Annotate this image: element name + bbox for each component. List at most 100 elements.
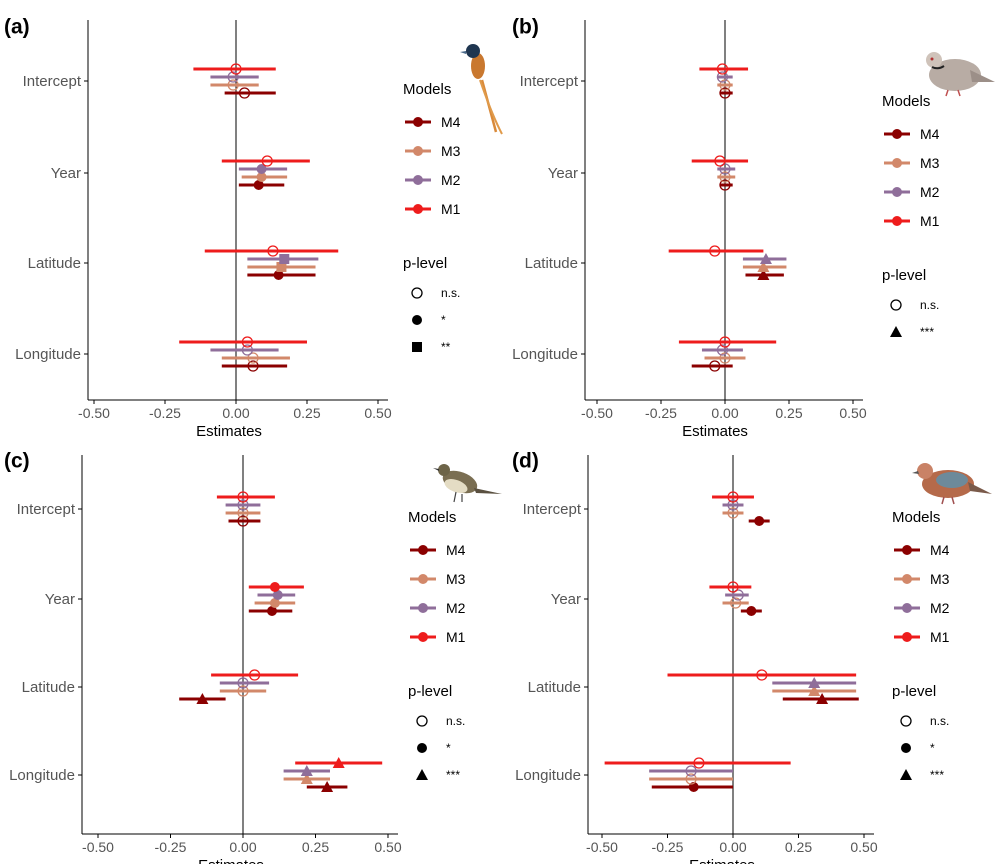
x-tick-label: 0.25	[775, 405, 802, 421]
estimate-point	[714, 155, 726, 167]
x-tick-label: 0.00	[229, 839, 256, 855]
estimate-point	[321, 781, 334, 792]
legend-plevel-label: **	[441, 340, 451, 354]
legend-model-label: M1	[920, 213, 940, 229]
legend-plevel-title: p-level	[403, 255, 447, 272]
legend-plevel-key	[900, 715, 912, 727]
estimate-point	[261, 155, 273, 167]
bird-tail	[474, 488, 502, 494]
bird-head	[438, 464, 450, 476]
x-tick-label: -0.50	[82, 839, 114, 855]
bird-head	[466, 44, 480, 58]
x-tick-label: 0.25	[785, 839, 812, 855]
series-M1	[179, 63, 339, 348]
estimate-point	[756, 669, 768, 681]
bird-head	[926, 52, 942, 68]
legend-key-point	[413, 117, 423, 127]
estimate-point	[727, 491, 739, 503]
estimate-point	[267, 245, 279, 257]
y-tick-label: Longitude	[15, 346, 81, 363]
x-tick-label: -0.25	[149, 405, 181, 421]
estimate-point	[230, 63, 242, 75]
bird-illustration	[926, 52, 995, 97]
bird-beak	[460, 51, 466, 54]
estimate-point	[237, 677, 249, 689]
estimate-point	[719, 352, 731, 364]
x-axis-label: Estimates	[689, 857, 755, 864]
estimate-point	[808, 677, 821, 688]
legend-models-title: Models	[882, 93, 930, 110]
estimate-point	[709, 360, 721, 372]
bird-legs	[941, 496, 955, 505]
legend-key-point	[418, 545, 428, 555]
estimate-point	[269, 582, 280, 592]
y-tick-label: Intercept	[23, 73, 82, 90]
legend-plevel-label: ***	[446, 768, 460, 782]
x-tick-label: 0.50	[850, 839, 877, 855]
bird-tail	[479, 79, 503, 135]
estimate-point	[732, 589, 744, 601]
estimate-point	[727, 507, 739, 519]
x-tick-label: 0.00	[719, 839, 746, 855]
legend-plevel-title: p-level	[892, 683, 936, 700]
legend-plevel-label: ***	[930, 768, 944, 782]
estimate-point	[269, 598, 280, 608]
series-M1	[211, 491, 383, 768]
x-tick-label: 0.50	[364, 405, 391, 421]
y-tick-label: Year	[45, 591, 75, 608]
estimate-point	[300, 773, 313, 784]
estimate-point	[238, 87, 251, 99]
legend-model-label: M2	[930, 600, 950, 616]
bird-wing	[936, 472, 968, 488]
estimate-point	[267, 606, 277, 616]
estimate-point	[237, 499, 249, 511]
estimate-point	[727, 499, 739, 511]
panel-label: (d)	[512, 450, 539, 473]
legend-plevel-key	[412, 342, 422, 352]
legend-plevel-label: n.s.	[446, 714, 465, 728]
x-tick-label: -0.50	[78, 405, 110, 421]
estimate-point	[196, 693, 209, 704]
y-tick-label: Longitude	[9, 767, 75, 784]
estimate-point	[237, 515, 249, 527]
y-tick-label: Latitude	[22, 679, 75, 696]
series-M3	[219, 507, 330, 784]
bird-tail	[970, 70, 995, 82]
series-M2	[219, 499, 330, 776]
legend-model-label: M3	[930, 571, 950, 587]
x-tick-label: -0.25	[155, 839, 187, 855]
legend-key-point	[418, 632, 428, 642]
legend-key-point	[892, 216, 902, 226]
legend: Models M4 M3 M2 M1 p-level n.s. ***	[882, 93, 940, 339]
estimate-point	[256, 164, 267, 174]
x-tick-label: 0.00	[711, 405, 738, 421]
series-M3	[704, 79, 787, 364]
estimate-point	[273, 270, 284, 280]
estimate-point	[693, 757, 705, 769]
panel-b: (b) -0.50 -0.25 0.00 0.25 0.50 Estimates Interc…	[512, 16, 995, 440]
legend-key-point	[413, 146, 423, 156]
estimate-point	[241, 344, 254, 356]
legend-model-label: M3	[446, 571, 466, 587]
estimate-point	[256, 172, 267, 182]
legend-model-label: M1	[446, 629, 466, 645]
estimate-point	[279, 254, 290, 264]
legend-model-label: M4	[441, 114, 461, 130]
legend-model-label: M2	[920, 184, 940, 200]
y-tick-label: Latitude	[528, 679, 581, 696]
legend-model-label: M2	[441, 172, 461, 188]
estimate-point	[253, 180, 264, 190]
estimate-point	[332, 757, 345, 768]
estimate-point	[746, 606, 757, 616]
estimate-point	[716, 344, 729, 356]
bird-collar	[931, 65, 945, 70]
x-tick-label: 0.50	[839, 405, 866, 421]
x-axis-label: Estimates	[198, 857, 264, 864]
panel-d: (d) -0.50 -0.25 0.00 0.25 0.50 Estimates Interc…	[512, 450, 992, 864]
legend-plevel-label: *	[930, 741, 935, 755]
estimate-point	[247, 352, 259, 364]
legend-plevel-key	[901, 743, 911, 753]
panel-c: (c) -0.50 -0.25 0.00 0.25 0.50 Estimates Interc…	[4, 450, 502, 864]
